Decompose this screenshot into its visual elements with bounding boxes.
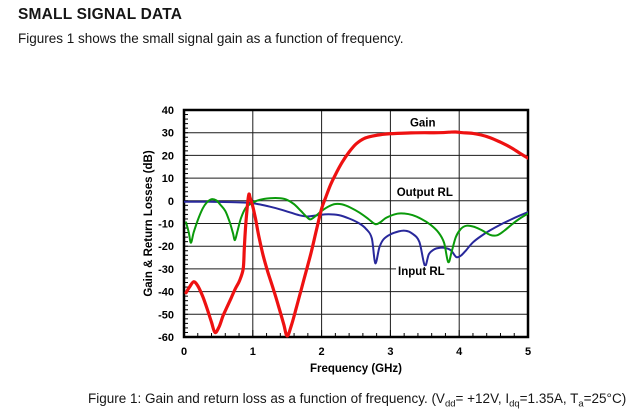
x-axis-title: Frequency (GHz)	[310, 363, 402, 375]
svg-text:-20: -20	[158, 241, 174, 253]
x-tick-labels: 0 1 2 3 4 5	[181, 346, 531, 358]
svg-text:1: 1	[250, 346, 256, 358]
label-backdrop	[396, 266, 447, 279]
caption-subscript: dd	[444, 398, 456, 410]
svg-text:4: 4	[456, 346, 463, 358]
series-input-rl-line	[184, 200, 528, 267]
svg-text:5: 5	[525, 346, 531, 358]
series-group	[184, 130, 528, 338]
svg-text:-50: -50	[158, 309, 174, 321]
svg-text:2: 2	[319, 346, 325, 358]
caption-subscript: a	[578, 398, 584, 410]
label-backdrop	[407, 117, 438, 130]
svg-text:30: 30	[162, 128, 174, 140]
series-labels: Gain Output RL Input RL	[394, 117, 455, 279]
y-axis-title: Gain & Return Losses (dB)	[143, 150, 155, 296]
svg-text:-40: -40	[158, 287, 174, 299]
series-output-rl-line	[185, 197, 528, 264]
svg-text:-30: -30	[158, 264, 174, 276]
caption-text: Figure 1: Gain and return loss as a func…	[88, 391, 445, 406]
caption-text: = +12V, I	[455, 391, 510, 406]
label-input-rl: Input RL	[398, 266, 445, 278]
plot-frame	[182, 108, 530, 339]
label-output-rl: Output RL	[397, 187, 453, 199]
caption-subscript: dq	[509, 398, 520, 410]
svg-text:0: 0	[168, 196, 174, 208]
svg-text:20: 20	[162, 150, 174, 162]
svg-text:0: 0	[181, 346, 187, 358]
figure-1: 40 30 20 10 0 -10 -20 -30 -40 -50 -60 0 1 2 3 4 5 Frequen…	[128, 95, 540, 385]
intro-paragraph: Figures 1 shows the small signal gain as…	[18, 31, 404, 46]
gain-return-loss-chart: 40 30 20 10 0 -10 -20 -30 -40 -50 -60 0 1 2 3 4 5 Frequen…	[143, 105, 531, 375]
series-gain-line	[184, 130, 528, 338]
label-backdrop	[394, 187, 455, 200]
svg-text:40: 40	[162, 105, 174, 117]
caption-text: =25°C)	[583, 391, 627, 406]
y-tick-labels: 40 30 20 10 0 -10 -20 -30 -40 -50 -60	[158, 105, 174, 344]
figure-caption: Figure 1: Gain and return loss as a func…	[88, 391, 626, 410]
gridlines	[184, 110, 528, 337]
caption-text: =1.35A, T	[519, 391, 579, 406]
section-heading: SMALL SIGNAL DATA	[18, 6, 183, 23]
svg-text:-10: -10	[158, 219, 174, 231]
svg-text:3: 3	[387, 346, 393, 358]
label-gain: Gain	[410, 117, 436, 129]
svg-text:-60: -60	[158, 332, 174, 344]
svg-text:10: 10	[162, 173, 174, 185]
